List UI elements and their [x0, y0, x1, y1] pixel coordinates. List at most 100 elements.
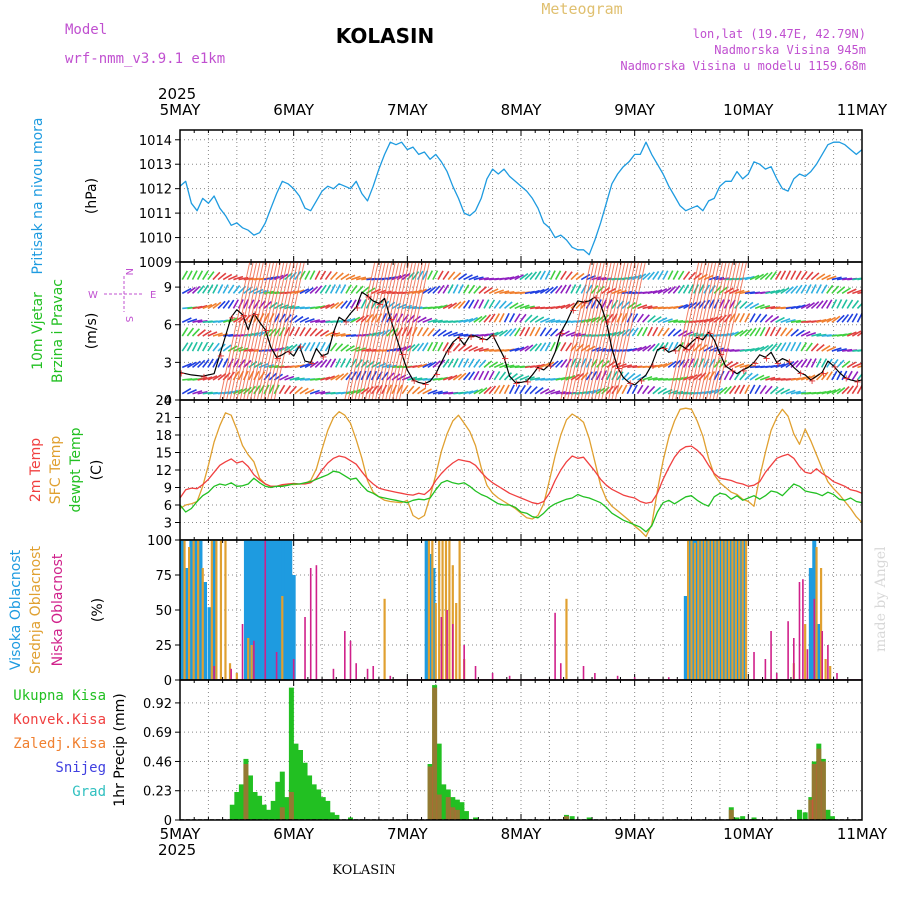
precip-total-bar	[270, 800, 276, 820]
cloud-mid-bar	[281, 596, 284, 680]
wind-arrow	[524, 326, 531, 337]
wind-arrow	[222, 358, 229, 368]
wind-hatch	[361, 262, 393, 400]
wind-arrow	[187, 389, 197, 395]
wind-arrow	[320, 376, 331, 381]
wind-arrow	[274, 274, 284, 281]
wind-arrow	[401, 385, 409, 395]
wind-arrow	[299, 363, 310, 369]
cloud-high-bar	[207, 607, 212, 680]
wind-arrow	[447, 342, 455, 352]
wind-arrow	[416, 326, 424, 337]
wind-arrow	[549, 328, 559, 337]
wind-hatch	[219, 262, 251, 400]
wind-arrow	[519, 313, 527, 323]
wind-arrow	[396, 346, 407, 352]
cloud-high-bar	[687, 540, 692, 680]
wind-arrow	[601, 348, 612, 352]
wind-arrow	[212, 284, 219, 294]
wind-arrow	[447, 374, 458, 381]
wind-arrow	[181, 362, 192, 369]
wind-arrow	[565, 342, 573, 352]
wind-marker: +	[546, 361, 554, 372]
wind-arrow	[309, 389, 320, 395]
wind-arrow	[764, 271, 773, 281]
wind-arrow	[514, 384, 521, 395]
wind-arrow	[810, 284, 817, 294]
wind-marker: +	[740, 366, 748, 377]
wind-arrow	[856, 302, 862, 309]
wind-arrow	[233, 275, 244, 281]
wind-arrow	[192, 360, 201, 369]
wind-marker: +	[785, 357, 793, 368]
cloud-low-bar	[355, 663, 357, 680]
wind-arrow	[202, 341, 209, 352]
wind-arrow	[815, 284, 822, 294]
precip-total-bar	[307, 775, 313, 820]
wind-arrow	[315, 390, 326, 395]
wind-arrow	[508, 313, 516, 323]
wind-arrow	[560, 341, 567, 352]
wind-arrow	[366, 348, 377, 352]
wind-arrow	[815, 372, 825, 381]
time-tick-label: 9MAY	[614, 101, 656, 119]
time-tick-label: 8MAY	[501, 825, 543, 843]
cloud-mid-bar	[224, 540, 227, 680]
wind-arrow	[330, 374, 340, 381]
wind-arrow	[529, 377, 541, 381]
precip-conv-bar	[728, 809, 734, 820]
wind-arrow	[304, 342, 311, 352]
precip-conv-bar	[279, 807, 285, 820]
wind-marker: +	[808, 376, 816, 387]
wind-arrow	[621, 312, 628, 323]
wind-arrow	[810, 358, 817, 368]
precip-conv-bar	[563, 816, 569, 820]
axis-label: Niska Oblacnost	[50, 553, 66, 666]
wind-arrow	[191, 328, 201, 337]
precip-total-bar	[252, 792, 258, 820]
cloud-mid-bar	[458, 540, 461, 680]
wind-arrow	[667, 270, 674, 280]
cloud-high-bar	[704, 540, 709, 680]
wind-arrow	[468, 316, 478, 323]
wind-arrow	[744, 312, 751, 323]
wind-marker: +	[671, 346, 679, 357]
wind-arrow	[284, 272, 293, 281]
wind-arrow	[350, 389, 361, 395]
wind-arrow	[483, 314, 492, 323]
wind-arrow	[549, 270, 556, 280]
precip-total-bar	[284, 797, 290, 820]
cloud-high-bar	[734, 540, 739, 680]
wind-arrow	[463, 390, 474, 395]
wind-arrow	[365, 385, 374, 395]
precip-total-bar	[238, 784, 244, 820]
precip-total-bar	[247, 775, 253, 820]
wind-marker: +	[217, 351, 225, 362]
wind-arrow	[780, 388, 791, 395]
time-tick-label: 11MAY	[837, 825, 888, 843]
wind-arrow	[457, 372, 467, 381]
wind-arrow	[652, 289, 663, 295]
wind-arrow	[325, 375, 336, 381]
ytick-label: 75	[155, 569, 172, 584]
wind-arrow	[539, 287, 550, 295]
wind-arrow	[412, 377, 423, 381]
wind-arrow	[852, 362, 862, 369]
wind-arrow	[780, 362, 790, 369]
wind-arrow	[550, 360, 559, 369]
wind-arrow	[800, 330, 811, 337]
wind-arrow	[284, 305, 295, 310]
cloud-low-bar	[264, 540, 267, 680]
wind-marker: +	[490, 331, 498, 342]
wind-hatch	[222, 262, 254, 400]
cloud-mid-bar	[228, 663, 232, 680]
wind-arrow	[243, 359, 252, 368]
wind-arrow	[831, 370, 838, 381]
wind-hatch	[385, 262, 417, 400]
wind-arrow	[284, 375, 295, 381]
wind-arrow	[800, 342, 808, 352]
wind-arrow	[570, 271, 579, 281]
wind-arrow	[831, 315, 841, 323]
wind-arrow	[309, 270, 316, 280]
wind-arrow	[299, 387, 309, 395]
